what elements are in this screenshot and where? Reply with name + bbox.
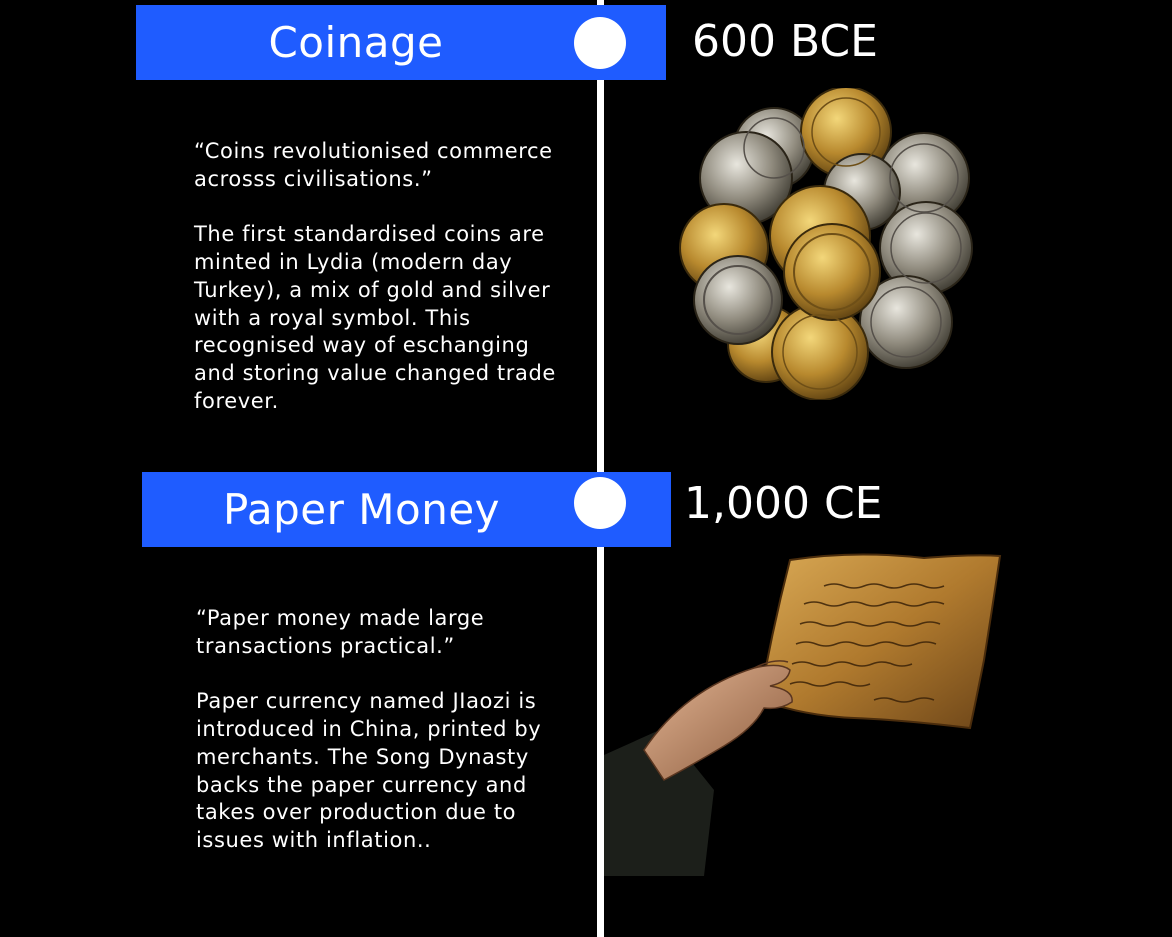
paper-money-timeline-node <box>574 477 626 529</box>
paper-money-date: 1,000 CE <box>684 478 883 529</box>
coinage-text: “Coins revolutionised commerce acrosss c… <box>194 138 574 415</box>
paper-money-quote: “Paper money made large transactions pra… <box>196 606 485 658</box>
paper-money-description: Paper currency named JIaozi is introduce… <box>196 689 542 852</box>
coinage-quote: “Coins revolutionised commerce acrosss c… <box>194 139 553 191</box>
coinage-timeline-node <box>574 17 626 69</box>
coinage-description: The first standardised coins are minted … <box>194 222 556 413</box>
coins-image <box>679 88 973 400</box>
paper-money-title: Paper Money <box>222 485 501 534</box>
coinage-title: Coinage <box>268 18 444 67</box>
paper-money-text: “Paper money made large transactions pra… <box>196 605 576 855</box>
coinage-date: 600 BCE <box>692 16 878 67</box>
timeline-line <box>597 0 604 937</box>
paper-note-image <box>604 553 1002 876</box>
